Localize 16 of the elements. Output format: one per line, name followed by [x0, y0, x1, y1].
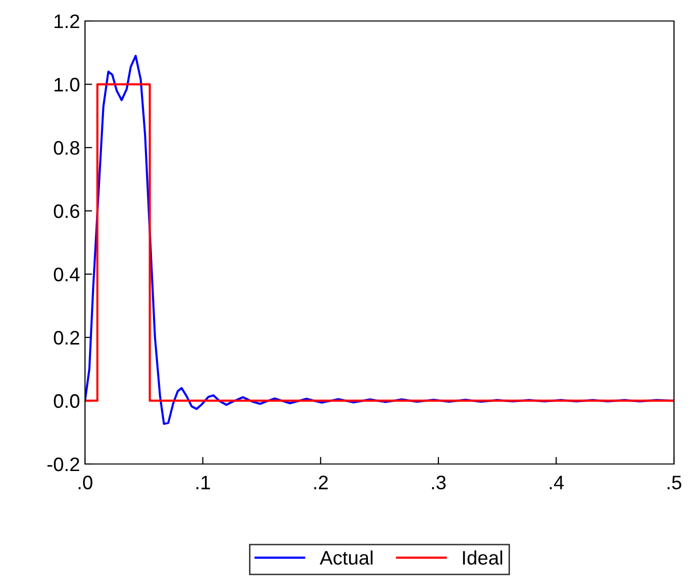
y-tick-label: 0.2 [54, 330, 80, 345]
x-tick-label: .3 [432, 476, 446, 490]
y-tick-label: 1.2 [54, 14, 80, 28]
x-tick-label: .5 [668, 476, 682, 490]
y-tick-label: 0.0 [54, 394, 80, 408]
legend-label: Actual [320, 550, 372, 565]
y-tick-label: 0.6 [54, 204, 80, 218]
legend-label: Ideal [463, 550, 502, 565]
y-tick-label: -0.2 [48, 457, 80, 472]
x-tick-label: .2 [314, 476, 328, 490]
x-tick-label: .1 [196, 476, 210, 490]
y-tick-label: 0.4 [54, 268, 80, 282]
x-tick-label: .0 [78, 476, 92, 490]
y-tick-label: 1.0 [54, 78, 80, 92]
x-tick-label: .4 [550, 476, 564, 490]
y-tick-label: 0.8 [54, 141, 80, 155]
